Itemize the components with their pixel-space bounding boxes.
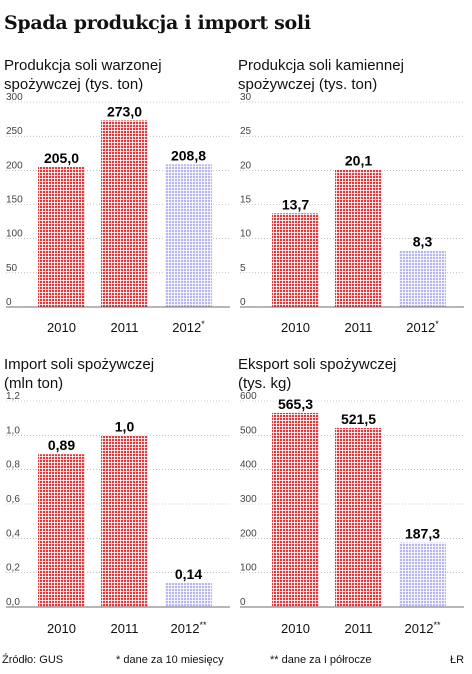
chart-panel-soli-warzonej: Produkcja soli warzonej spożywczej (tys.…	[4, 56, 234, 336]
data-label: 0,89	[48, 437, 75, 453]
category-label: 2010	[281, 320, 310, 335]
y-tick-label: 250	[6, 126, 23, 137]
chart-title-line-1: Import soli spożywczej	[4, 356, 155, 373]
chart-title-line-1: Produkcja soli kamiennej	[238, 57, 404, 74]
bar-2012	[399, 250, 446, 307]
bar-chart: 0,0 0,2 0,4 0,6 0,8 1,0 1,2 0,89 2010 1,0 2011 0,14…	[6, 391, 230, 636]
chart-panel-eksport: Eksport soli spożywczej (tys. kg) 0 100 20…	[238, 355, 468, 645]
y-tick-label: 200	[6, 160, 23, 171]
y-tick-label: 50	[6, 263, 18, 274]
y-tick-label: 100	[6, 229, 23, 240]
y-tick-label: 200	[240, 528, 257, 539]
footnote-mark: *	[435, 319, 439, 329]
y-tick-label: 0,8	[6, 460, 20, 471]
bar-2011	[335, 169, 382, 307]
chart-title-line-1: Eksport soli spożywczej	[238, 356, 397, 373]
bar-2012	[165, 164, 212, 307]
y-tick-label: 300	[240, 494, 257, 505]
chart-title: Import soli spożywczej (mln ton)	[4, 355, 234, 393]
data-label: 1,0	[115, 418, 135, 434]
data-label: 521,5	[341, 411, 376, 427]
category-label: 2012*	[406, 319, 439, 335]
data-label: 20,1	[345, 153, 372, 169]
y-tick-label: 100	[240, 563, 257, 574]
page-title: Spada produkcja i import soli	[4, 12, 311, 34]
footnote-mark: **	[199, 620, 207, 630]
y-tick-label: 25	[240, 126, 252, 137]
data-label: 187,3	[405, 526, 440, 542]
category-label: 2012**	[405, 620, 441, 636]
chart-title: Eksport soli spożywczej (tys. kg)	[238, 355, 468, 393]
category-label: 2011	[111, 621, 139, 636]
y-tick-label: 0,4	[6, 528, 20, 539]
y-tick-label: 1,0	[6, 425, 20, 436]
y-tick-label: 10	[240, 229, 252, 240]
y-tick-label: 0,0	[6, 597, 20, 608]
y-tick-label: 20	[240, 160, 252, 171]
chart-title-line-2: spożywczej (tys. ton)	[238, 76, 378, 93]
data-label: 13,7	[282, 196, 309, 212]
bar-2010	[38, 166, 85, 307]
bar-2012	[399, 542, 446, 607]
bar-2010	[272, 213, 319, 307]
bar-2010	[272, 412, 319, 607]
bar-2011	[101, 435, 148, 607]
chart-panel-soli-kamiennej: Produkcja soli kamiennej spożywczej (tys…	[238, 56, 468, 336]
bar-chart: 0 5 10 15 20 25 30 13,7 2010 20,1 2011 8,3 2012*	[240, 92, 464, 335]
y-tick-label: 0,6	[6, 494, 20, 505]
category-label: 2012**	[171, 620, 207, 636]
y-tick-label: 0	[240, 297, 246, 308]
category-label: 2011	[111, 320, 139, 335]
category-label: 2011	[345, 320, 373, 335]
chart-panel-import: Import soli spożywczej (mln ton) 0,0 0,2 0…	[4, 355, 234, 645]
y-tick-label: 400	[240, 460, 257, 471]
chart-title-line-2: (mln ton)	[4, 375, 64, 392]
y-tick-label: 150	[6, 195, 23, 206]
footer-credit: ŁR	[450, 654, 465, 666]
bar-chart: 0 50 100 150 200 250 300 205,0 2010 273,0 2011 208,…	[6, 92, 230, 335]
category-label: 2010	[281, 621, 310, 636]
y-tick-label: 30	[240, 92, 252, 103]
y-tick-label: 1,2	[6, 391, 20, 402]
y-tick-label: 600	[240, 391, 257, 402]
data-label: 273,0	[107, 103, 142, 119]
data-label: 565,3	[278, 396, 313, 412]
category-label: 2010	[47, 320, 76, 335]
bar-2012	[165, 582, 212, 607]
y-tick-label: 500	[240, 425, 257, 436]
bar-2010	[38, 454, 85, 607]
bar-2011	[335, 427, 382, 607]
category-label: 2011	[345, 621, 373, 636]
y-tick-label: 0	[6, 297, 12, 308]
chart-title-line-2: spożywczej (tys. ton)	[4, 76, 144, 93]
y-tick-label: 15	[240, 195, 252, 206]
data-label: 208,8	[171, 147, 206, 163]
footnote-mark: **	[433, 620, 441, 630]
y-tick-label: 0	[240, 597, 246, 608]
y-tick-label: 0,2	[6, 563, 20, 574]
data-label: 0,14	[175, 566, 202, 582]
footnote-mark: *	[201, 319, 205, 329]
category-label: 2012*	[172, 319, 205, 335]
footer-note-half-year: ** dane za I półrocze	[270, 654, 372, 666]
y-tick-label: 300	[6, 92, 23, 103]
footer-note-10-months: * dane za 10 miesięcy	[116, 654, 224, 666]
data-label: 205,0	[44, 150, 79, 166]
chart-title-line-2: (tys. kg)	[238, 375, 292, 392]
data-label: 8,3	[413, 233, 433, 249]
category-label: 2010	[47, 621, 76, 636]
bar-2011	[101, 120, 148, 307]
y-tick-label: 5	[240, 263, 246, 274]
footer-source: Źródło: GUS	[2, 654, 64, 666]
bar-chart: 0 100 200 300 400 500 600 565,3 2010 521,5 2011 187…	[240, 391, 464, 636]
chart-title: Produkcja soli kamiennej spożywczej (tys…	[238, 56, 468, 94]
chart-title-line-1: Produkcja soli warzonej	[4, 57, 162, 74]
chart-title: Produkcja soli warzonej spożywczej (tys.…	[4, 56, 234, 94]
